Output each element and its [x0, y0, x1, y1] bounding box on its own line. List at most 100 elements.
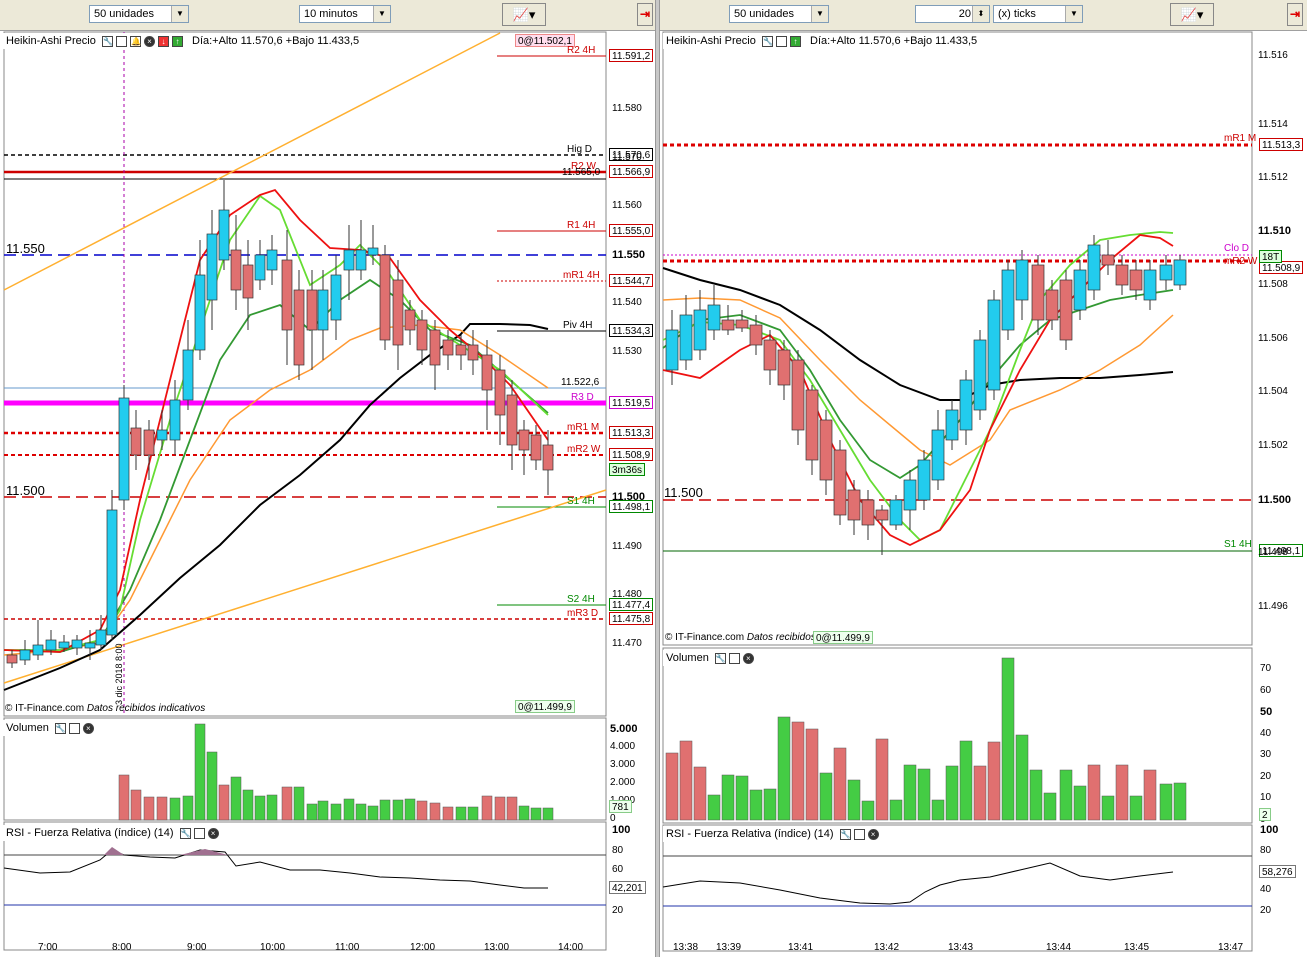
volume-bar: [931, 799, 945, 821]
candle-down: [518, 429, 530, 451]
right-bottom-tag[interactable]: 0@11.499,9: [813, 631, 873, 644]
close-icon[interactable]: ×: [207, 827, 219, 839]
right-rsi-header: RSI - Fuerza Relativa (índice) (14) 🔧 ×: [663, 826, 882, 842]
volume-bar: [156, 796, 168, 821]
right-rsi-panel-border: [662, 824, 1253, 952]
right-units-select[interactable]: 50 unidades ▼: [729, 5, 829, 23]
ma-orange: [3, 324, 549, 656]
scroll-latest-button[interactable]: ⇥: [637, 3, 653, 26]
level-label-7: mR1 M: [567, 422, 600, 433]
rsi-overbought-area: [180, 849, 228, 855]
candle-down: [530, 434, 542, 461]
candle-up: [903, 479, 917, 511]
candle-up: [1087, 244, 1101, 291]
candle-down: [481, 354, 493, 391]
volume-bar: [367, 805, 379, 821]
right-chart-canvas[interactable]: [660, 30, 1307, 957]
close-icon[interactable]: ×: [143, 35, 155, 47]
bell-icon[interactable]: 🔔: [129, 35, 141, 47]
volume-bar: [306, 803, 318, 821]
wrench-icon[interactable]: 🔧: [101, 35, 113, 47]
right-volume-last: 2: [1259, 808, 1271, 821]
left-units-value: 50 unidades: [94, 8, 154, 20]
rsi-axis-label-1: 80: [1260, 845, 1272, 856]
indicators-button[interactable]: 📈▾: [1170, 3, 1214, 26]
level-label-3: S1 4H: [1224, 539, 1252, 550]
right-ticks-stepper[interactable]: 20 ⬍: [915, 5, 990, 23]
volume-bar: [317, 800, 329, 821]
maximize-icon[interactable]: [115, 35, 127, 47]
left-units-select[interactable]: 50 unidades ▼: [89, 5, 189, 23]
candle-up: [118, 397, 130, 501]
left-chart-canvas[interactable]: [0, 30, 655, 957]
candle-up: [45, 639, 57, 651]
close-icon[interactable]: ×: [742, 652, 754, 664]
left-line-label-11550: 11.550: [6, 241, 45, 256]
volume-bar: [530, 807, 542, 821]
maximize-icon[interactable]: [775, 35, 787, 47]
wrench-icon[interactable]: 🔧: [714, 652, 726, 664]
wrench-icon[interactable]: 🔧: [54, 722, 66, 734]
candle-up: [1143, 269, 1157, 301]
maximize-icon[interactable]: [68, 722, 80, 734]
ma-green: [662, 289, 1174, 480]
buy-icon[interactable]: ↑: [171, 35, 183, 47]
right-tick-count: 18T: [1259, 250, 1283, 263]
volume-bar: [945, 765, 959, 821]
volume-bar: [791, 721, 805, 821]
buy-icon[interactable]: ↑: [789, 35, 801, 47]
left-bottom-tag[interactable]: 0@11.499,9: [515, 700, 575, 713]
candle-down: [392, 279, 404, 346]
sell-icon[interactable]: ↓: [157, 35, 169, 47]
rsi-axis-label-1: 80: [612, 845, 624, 856]
left-rsi-header: RSI - Fuerza Relativa (índice) (14) 🔧 ×: [3, 825, 222, 841]
close-icon[interactable]: ×: [82, 722, 94, 734]
level-label-0: mR1 M: [1224, 133, 1257, 144]
candle-up: [266, 249, 278, 271]
price-axis-label-7: 11.502: [1258, 440, 1288, 451]
pane-splitter[interactable]: [655, 0, 660, 957]
maximize-icon[interactable]: [728, 652, 740, 664]
left-order-tag[interactable]: 0@11.502,1: [515, 34, 575, 47]
stepper-icon: ⬍: [972, 6, 989, 22]
left-timeframe-value: 10 minutos: [304, 8, 358, 20]
right-units-value: 50 unidades: [734, 8, 794, 20]
maximize-icon[interactable]: [193, 827, 205, 839]
volume-axis-label-5: 20: [1260, 770, 1272, 782]
scroll-latest-button[interactable]: ⇥: [1287, 3, 1303, 26]
candle-up: [156, 429, 168, 441]
candle-down: [242, 264, 254, 299]
volume-bar: [494, 796, 506, 821]
left-date-marker: 3 dic 2018 8:00: [114, 643, 124, 705]
maximize-icon[interactable]: [853, 828, 865, 840]
volume-bar: [1001, 657, 1015, 821]
time-axis-label-4: 11:00: [335, 942, 360, 953]
candle-up: [1173, 259, 1187, 286]
time-axis-label-5: 12:00: [410, 942, 436, 953]
indicators-button[interactable]: 📈▾: [502, 3, 546, 26]
wrench-icon[interactable]: 🔧: [179, 827, 191, 839]
wrench-icon[interactable]: 🔧: [839, 828, 851, 840]
left-timeframe-select[interactable]: 10 minutos ▼: [299, 5, 391, 23]
level-label-1: Hig D: [567, 144, 593, 155]
price-axis-label-9: 11.498: [1258, 547, 1288, 558]
right-ticks-value: 20: [958, 8, 971, 20]
level-price-tag-1: 11.570,6: [609, 148, 654, 161]
rsi-axis-label-0: 100: [612, 824, 631, 836]
volume-bar: [805, 728, 819, 821]
level-price-tag-4: 11.544,7: [609, 274, 654, 287]
candle-down: [455, 344, 467, 356]
right-toolbar: 50 unidades ▼ 20 ⬍ (x) ticks ▼ 📈▾ ⇥: [660, 0, 1307, 31]
close-icon[interactable]: ×: [867, 828, 879, 840]
volume-bar: [242, 789, 254, 821]
time-axis-label-3: 13:42: [874, 942, 900, 953]
right-volume-panel-border: [662, 647, 1253, 824]
volume-bar: [518, 805, 530, 821]
candle-up: [218, 209, 230, 261]
volume-bar: [1115, 764, 1129, 821]
candle-up: [987, 299, 1001, 391]
wrench-icon[interactable]: 🔧: [761, 35, 773, 47]
volume-bar: [819, 772, 833, 821]
right-ticks-unit-select[interactable]: (x) ticks ▼: [993, 5, 1083, 23]
candle-down: [506, 394, 518, 446]
